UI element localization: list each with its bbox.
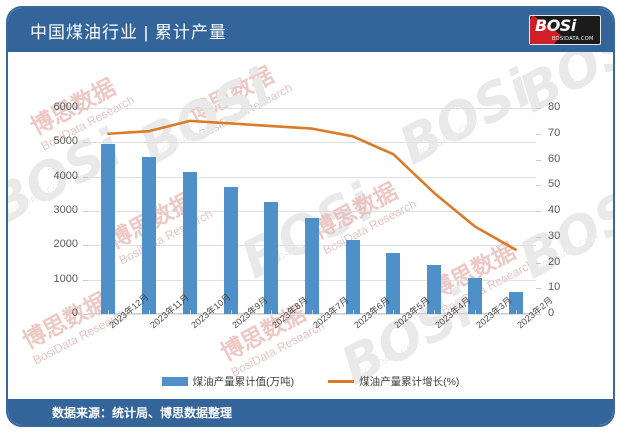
- gridline: [88, 108, 536, 109]
- y-axis-tickmark-right: [536, 262, 541, 264]
- gridline: [88, 211, 536, 212]
- growth-line-series: [107, 119, 517, 251]
- y-axis-tick-label-left: 5000: [53, 135, 78, 148]
- gridline: [88, 314, 536, 315]
- bosi-logo: BOSi BOSIDATA.COM: [529, 15, 601, 45]
- bar[interactable]: [345, 239, 360, 314]
- y-axis-tickmark-right: [536, 159, 541, 161]
- gridline: [88, 142, 536, 144]
- y-axis-tick-label-right: 70: [548, 126, 561, 139]
- logo-wordmark: BOSi: [535, 16, 576, 35]
- x-axis-tickmark: [393, 310, 395, 314]
- header-bar: 中国煤油行业 | 累计产量 BOSi BOSIDATA.COM: [8, 8, 613, 52]
- y-axis-tickmark-right: [536, 314, 541, 315]
- plot-region: [83, 108, 541, 315]
- y-axis-tick-label-left: 2000: [53, 238, 78, 251]
- bar[interactable]: [508, 292, 523, 314]
- y-axis-tick-label-left: 6000: [53, 101, 78, 113]
- bar[interactable]: [386, 252, 401, 314]
- x-axis-tickmark: [108, 310, 110, 314]
- y-axis-tickmark-left: [83, 108, 88, 109]
- x-axis-tickmark: [189, 310, 191, 314]
- y-axis-tick-label-right: 20: [548, 255, 561, 268]
- legend-swatch-bar-icon: [161, 377, 188, 386]
- y-axis-tickmark-left: [83, 279, 88, 281]
- logo-domain: BOSIDATA.COM: [552, 36, 594, 42]
- x-axis-tickmark: [271, 310, 273, 314]
- y-axis-tickmark-left: [83, 314, 88, 315]
- x-axis-tickmark: [474, 310, 476, 314]
- gridline: [88, 176, 536, 178]
- bar[interactable]: [101, 144, 116, 314]
- legend-item-line[interactable]: 煤油产量累计增长(%): [328, 374, 459, 389]
- legend-swatch-line-icon: [328, 380, 355, 383]
- y-axis-tickmark-right: [536, 211, 541, 212]
- bar[interactable]: [305, 218, 319, 314]
- chart-canvas: 博思数据 BosiData Research BOSi BOSIDATA.COM…: [8, 52, 613, 405]
- y-axis-tickmark-left: [83, 176, 88, 178]
- y-axis-tickmark-right: [536, 133, 541, 135]
- y-axis-tickmark-right: [536, 288, 541, 290]
- legend-label-bar: 煤油产量累计值(万吨): [192, 376, 295, 388]
- y-axis-tick-label-left: 1000: [53, 272, 78, 285]
- x-axis-tickmark: [149, 310, 151, 314]
- y-axis-tick-label-right: 0: [548, 307, 555, 319]
- y-axis-tick-label-left: 4000: [53, 169, 78, 182]
- x-axis-tickmark: [312, 310, 313, 314]
- data-source-label: 数据来源：统计局、博思数据整理: [52, 406, 233, 420]
- y-axis-tickmark-right: [536, 236, 541, 238]
- y-axis-tick-label-right: 60: [548, 152, 561, 165]
- y-axis-tick-label-right: 80: [548, 101, 561, 113]
- x-axis-tickmark: [352, 310, 354, 314]
- chart-legend: 煤油产量累计值(万吨) 煤油产量累计增长(%): [8, 374, 613, 389]
- y-axis-tick-label-right: 30: [548, 229, 561, 242]
- y-axis-tickmark-left: [83, 142, 88, 144]
- bar[interactable]: [142, 157, 157, 314]
- y-axis-tickmark-right: [536, 108, 541, 109]
- y-axis-tick-label-right: 10: [548, 281, 561, 294]
- y-axis-tick-label-left: 3000: [53, 204, 78, 216]
- bar[interactable]: [467, 277, 482, 314]
- bar[interactable]: [264, 202, 279, 314]
- bar[interactable]: [427, 264, 442, 314]
- legend-label-line: 煤油产量累计增长(%): [359, 376, 460, 388]
- x-axis-tickmark: [230, 310, 232, 314]
- y-axis-tickmark-left: [83, 211, 88, 212]
- footer-bar: 数据来源：统计局、博思数据整理: [8, 399, 613, 425]
- y-axis-tickmark-right: [536, 185, 541, 187]
- y-axis-tick-label-right: 40: [548, 204, 561, 216]
- page-title: 中国煤油行业 | 累计产量: [30, 23, 227, 42]
- bar[interactable]: [182, 171, 197, 314]
- growth-line-path: [107, 119, 517, 251]
- y-axis-tick-label-left: 0: [71, 307, 78, 319]
- y-axis-tick-label-right: 50: [548, 178, 561, 191]
- y-axis-tickmark-left: [83, 245, 88, 247]
- bar[interactable]: [223, 186, 238, 314]
- legend-item-bar[interactable]: 煤油产量累计值(万吨): [161, 374, 295, 389]
- x-axis-tickmark: [434, 310, 436, 314]
- x-axis-tickmark: [515, 310, 517, 314]
